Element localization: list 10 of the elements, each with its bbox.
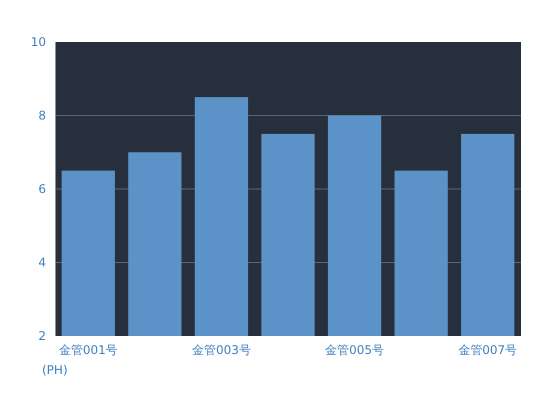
x-tick-label: 金管001号 [58,343,118,357]
y-tick-label: 6 [38,182,46,196]
y-axis-title: (PH) [42,363,68,377]
x-tick-label: 金管005号 [325,343,384,357]
y-tick-label: 2 [38,329,46,343]
x-tick-label: 金管007号 [458,343,518,357]
y-tick-label: 4 [38,256,46,270]
y-tick-label: 8 [38,108,46,122]
x-tick-label: 金管003号 [192,343,251,357]
y-tick-label: 10 [30,35,46,49]
